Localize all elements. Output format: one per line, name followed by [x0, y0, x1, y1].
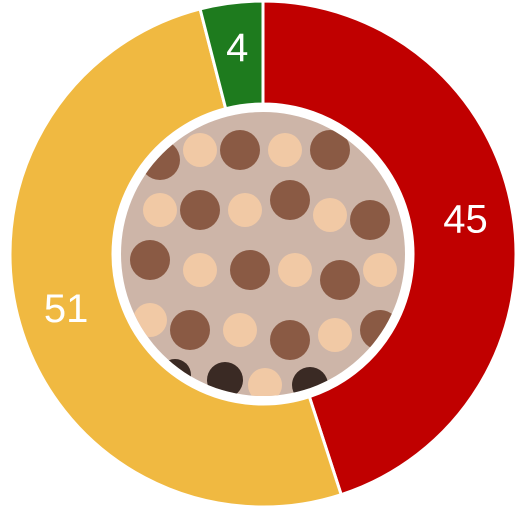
crowd-image: [121, 112, 405, 396]
labels: 45 51 4: [44, 26, 488, 331]
data-label: 4: [226, 26, 248, 70]
data-label: 51: [44, 287, 89, 331]
data-label: 45: [443, 197, 488, 241]
